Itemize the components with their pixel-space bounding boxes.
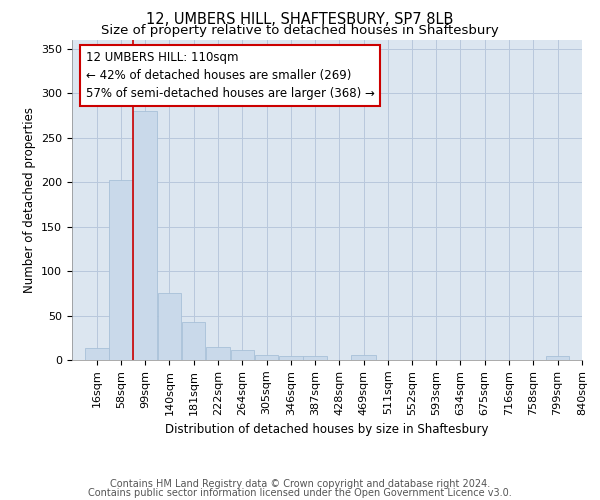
Bar [133,111,157,360]
Text: Contains HM Land Registry data © Crown copyright and database right 2024.: Contains HM Land Registry data © Crown c… [110,479,490,489]
Text: 12, UMBERS HILL, SHAFTESBURY, SP7 8LB: 12, UMBERS HILL, SHAFTESBURY, SP7 8LB [146,12,454,28]
Bar [303,356,327,360]
Text: Contains public sector information licensed under the Open Government Licence v3: Contains public sector information licen… [88,488,512,498]
Bar [158,294,181,360]
X-axis label: Distribution of detached houses by size in Shaftesbury: Distribution of detached houses by size … [165,423,489,436]
Y-axis label: Number of detached properties: Number of detached properties [23,107,35,293]
Bar [279,356,302,360]
Bar [182,322,205,360]
Bar [352,354,376,360]
Text: 12 UMBERS HILL: 110sqm
← 42% of detached houses are smaller (269)
57% of semi-de: 12 UMBERS HILL: 110sqm ← 42% of detached… [86,50,374,100]
Bar [206,346,230,360]
Text: Size of property relative to detached houses in Shaftesbury: Size of property relative to detached ho… [101,24,499,37]
Bar [230,350,254,360]
Bar [109,180,133,360]
Bar [85,348,109,360]
Bar [255,354,278,360]
Bar [546,356,569,360]
